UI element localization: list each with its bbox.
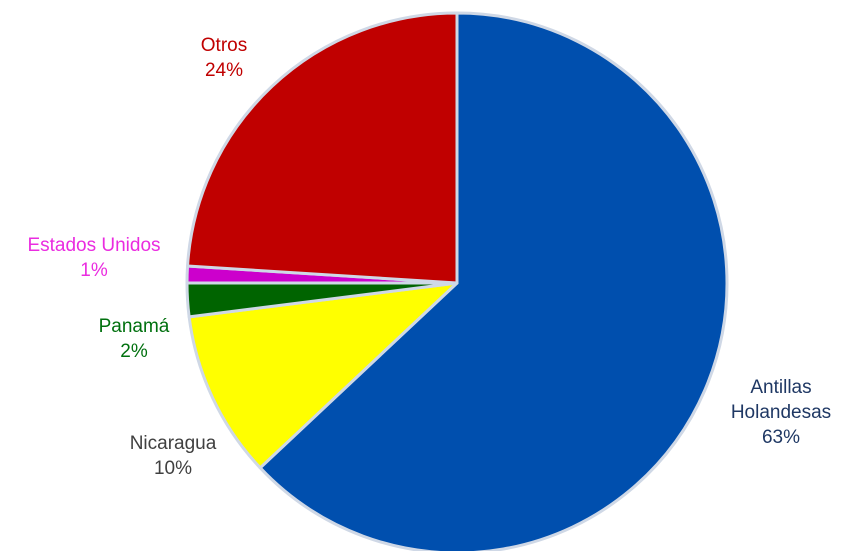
data-label-nicaragua: Nicaragua 10% <box>130 433 217 479</box>
pie-labels: Antillas Holandesas 63% Nicaragua 10% Panamá 2… <box>27 35 831 479</box>
data-label-panam-: Panamá 2% <box>99 316 170 362</box>
data-label-line: Nicaragua <box>130 433 217 454</box>
data-label-antillas-holandesas: Antillas Holandesas 63% <box>731 377 831 448</box>
pie-slices <box>185 11 729 551</box>
data-label-line: Estados Unidos <box>27 235 160 256</box>
data-label-line: 63% <box>762 427 800 448</box>
data-label-line: Panamá <box>99 316 170 337</box>
pie-slice-antillas-holandesas <box>258 11 729 551</box>
data-label-line: Holandesas <box>731 402 831 423</box>
pie-slice-nicaragua <box>187 281 459 470</box>
data-label-estados-unidos: Estados Unidos 1% <box>27 235 160 281</box>
pie-slice-otros <box>186 11 459 285</box>
data-label-line: Otros <box>201 35 247 56</box>
data-label-line: 24% <box>205 60 243 81</box>
data-label-otros: Otros 24% <box>201 35 247 81</box>
data-label-line: Antillas <box>750 377 811 398</box>
data-label-line: 1% <box>80 260 108 281</box>
data-label-line: 2% <box>120 341 148 362</box>
data-label-line: 10% <box>154 458 192 479</box>
